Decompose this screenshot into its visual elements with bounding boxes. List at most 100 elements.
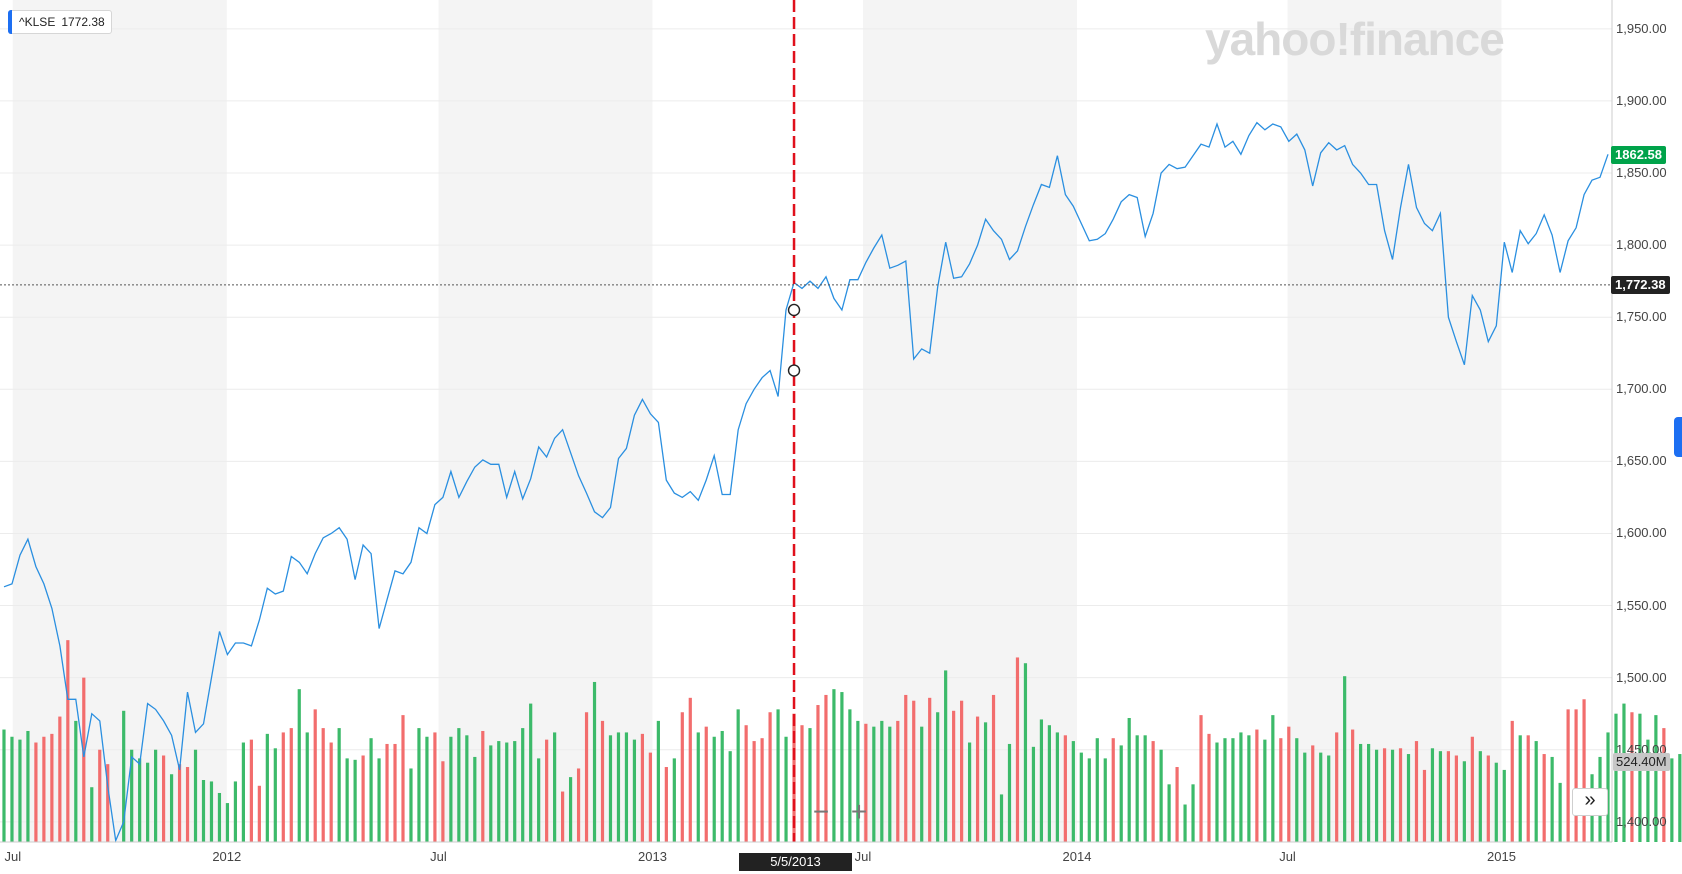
volume-bar <box>720 730 724 842</box>
volume-bar <box>169 774 174 842</box>
volume-bar <box>82 677 86 842</box>
volume-bar <box>1582 699 1586 842</box>
volume-bar <box>345 758 349 842</box>
volume-bar <box>912 700 916 842</box>
volume-bar <box>584 712 589 842</box>
volume-bar <box>952 710 956 842</box>
volume-bar <box>122 710 126 842</box>
volume-bar <box>193 749 198 842</box>
volume-bar <box>1335 732 1339 842</box>
volume-bar <box>1494 762 1498 842</box>
volume-bar <box>385 743 389 842</box>
volume-bar <box>1638 713 1642 842</box>
volume-bar <box>377 758 381 842</box>
volume-bar <box>1047 725 1051 842</box>
y-tick-label: 1,800.00 <box>1616 237 1667 253</box>
volume-bar <box>297 689 301 842</box>
volume-bar <box>1478 751 1482 842</box>
volume-bar <box>1374 749 1379 842</box>
volume-bar <box>656 720 660 842</box>
volume-bar <box>393 743 397 842</box>
volume-bar <box>18 739 22 842</box>
volume-bar <box>736 709 740 842</box>
volume-bar <box>800 725 804 842</box>
volume-bar <box>361 755 365 842</box>
volume-bar <box>1574 709 1578 842</box>
volume-bar <box>1462 761 1466 842</box>
y-tick-label: 1,550.00 <box>1616 597 1667 613</box>
ticker-symbol: ^KLSE <box>19 15 56 29</box>
volume-bar <box>537 758 541 842</box>
volume-bar <box>1199 715 1203 842</box>
volume-bar <box>1566 709 1570 842</box>
ticker-value: 1772.38 <box>61 15 105 29</box>
volume-bar <box>329 742 333 842</box>
volume-bar <box>888 726 892 842</box>
volume-bar <box>1247 735 1251 842</box>
ticker-badge[interactable]: ^KLSE 1772.38 <box>8 10 112 34</box>
volume-bar <box>824 694 828 842</box>
volume-bar <box>138 758 142 842</box>
volume-bar <box>1678 754 1682 842</box>
x-tick-label: 2015 <box>1487 849 1516 864</box>
volume-bar <box>1255 729 1259 842</box>
volume-bar <box>624 732 629 842</box>
last-price-badge: 1862.58 <box>1611 145 1666 164</box>
volume-bar <box>1343 676 1347 842</box>
volume-bar <box>1191 784 1195 842</box>
volume-bar <box>1367 743 1371 842</box>
volume-bar <box>241 742 245 842</box>
x-tick-label: Jul <box>430 849 447 864</box>
volume-bar <box>792 713 796 842</box>
volume-bar <box>568 777 573 842</box>
volume-bar <box>1055 732 1059 842</box>
double-chevron-right-icon: » <box>1584 789 1596 811</box>
y-tick-label: 1,950.00 <box>1616 20 1667 36</box>
volume-bar <box>1031 746 1036 842</box>
zoom-in-button[interactable]: + <box>850 796 868 827</box>
y-tick-label: 1,700.00 <box>1616 381 1667 397</box>
volume-bar <box>34 742 38 842</box>
expand-chart-button[interactable]: » <box>1572 788 1608 816</box>
volume-bar <box>441 761 445 842</box>
volume-bar <box>417 728 421 842</box>
volume-bar <box>680 712 684 842</box>
crosshair-date-badge: 5/5/2013 <box>739 853 852 871</box>
volume-bar <box>201 780 206 842</box>
volume-bar <box>177 764 182 842</box>
y-tick-label: 1,900.00 <box>1616 92 1667 108</box>
volume-bar <box>146 762 150 842</box>
zoom-out-button[interactable]: − <box>812 796 830 827</box>
volume-bar <box>1398 748 1403 842</box>
side-panel-tab[interactable] <box>1674 417 1682 457</box>
volume-bar <box>1654 715 1658 842</box>
volume-bar <box>529 703 533 842</box>
volume-bar <box>98 749 102 842</box>
volume-bar <box>632 739 637 842</box>
volume-bar <box>1630 712 1634 842</box>
volume-bar <box>353 759 357 842</box>
volume-bar <box>1646 739 1650 842</box>
volume-bar <box>42 736 46 842</box>
volume-bar <box>1510 720 1514 842</box>
volume-bar <box>289 728 293 842</box>
volume-bar <box>1422 769 1427 842</box>
volume-bar <box>1183 804 1187 842</box>
volume-bar <box>1295 738 1299 842</box>
volume-bar <box>465 735 469 842</box>
volume-bar <box>26 730 30 842</box>
volume-bar <box>752 741 756 842</box>
volume-bar <box>1119 745 1123 842</box>
volume-bar <box>305 732 309 842</box>
volume-bar <box>832 689 836 842</box>
volume-bar <box>600 720 605 842</box>
volume-bar <box>1518 735 1522 842</box>
volume-bar <box>497 741 501 842</box>
volume-bar <box>161 755 166 842</box>
y-tick-label: 1,600.00 <box>1616 525 1667 541</box>
volume-bar <box>1135 735 1139 842</box>
volume-bar <box>553 732 557 842</box>
y-tick-label: 1,850.00 <box>1616 165 1667 180</box>
volume-bar <box>880 720 884 842</box>
